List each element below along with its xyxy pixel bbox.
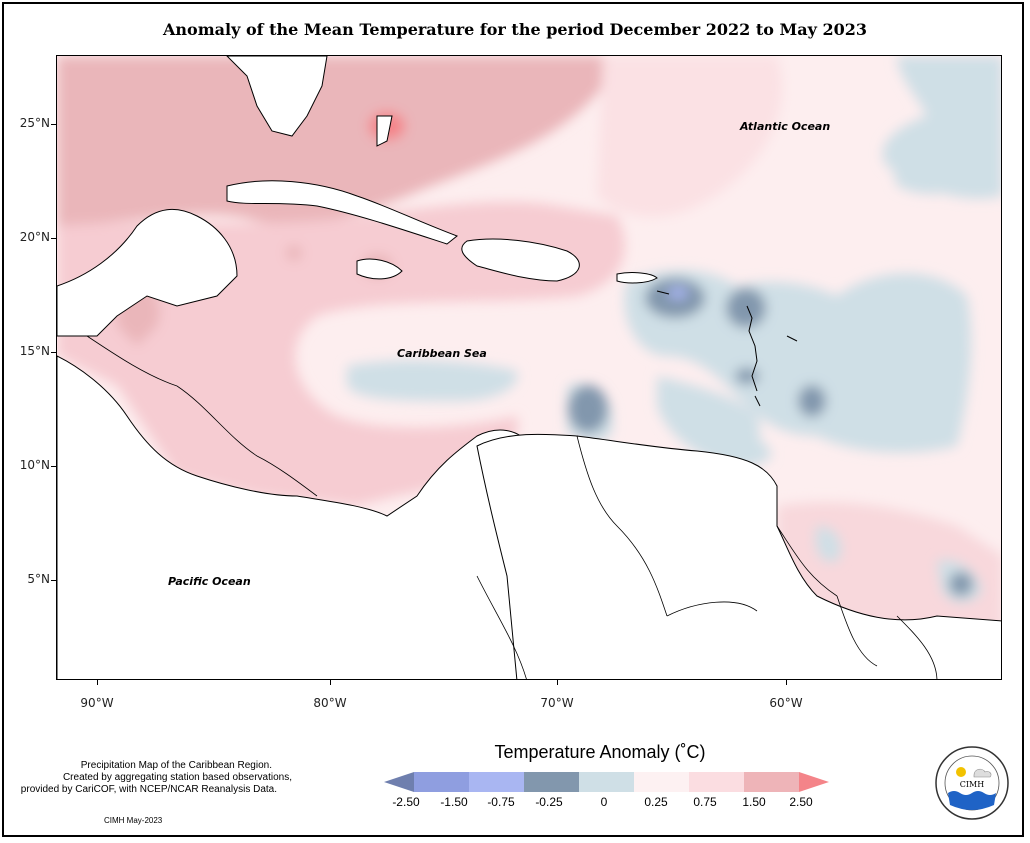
atlantic-ocean-label: Atlantic Ocean — [740, 120, 831, 133]
lat-label: 15°N — [19, 344, 50, 358]
yucatan-peninsula — [57, 208, 238, 337]
legend-cell — [799, 772, 829, 792]
country-borders — [86, 335, 938, 679]
lat-tickmark — [51, 238, 56, 239]
sun-icon — [956, 767, 966, 777]
hispaniola — [461, 238, 580, 282]
lon-tickmark — [786, 680, 787, 685]
lat-label: 25°N — [19, 116, 50, 130]
lat-label: 5°N — [27, 572, 50, 586]
legend-colorbar — [384, 772, 829, 792]
legend-cell — [634, 772, 689, 792]
legend-label: 0 — [600, 795, 608, 809]
waves-icon — [948, 791, 996, 810]
lat-label: 20°N — [19, 230, 50, 244]
legend-cells — [384, 772, 829, 792]
lon-tickmark — [557, 680, 558, 685]
legend-cell — [689, 772, 744, 792]
legend-label: 0.25 — [644, 795, 668, 809]
cuba — [226, 180, 458, 245]
legend-label: 1.50 — [742, 795, 766, 809]
legend-cell — [414, 772, 469, 792]
anomaly-map — [56, 55, 1002, 680]
legend-label: -1.50 — [440, 795, 468, 809]
lat-tickmark — [51, 352, 56, 353]
note-line-2: Created by aggregating station based obs… — [62, 772, 292, 783]
florida-peninsula — [226, 56, 328, 137]
lon-label: 80°W — [313, 696, 347, 710]
caribbean-sea-label: Caribbean Sea — [397, 347, 487, 360]
logo-text: CIMH — [960, 780, 984, 789]
jamaica — [356, 258, 403, 280]
cloud-icon — [973, 768, 992, 778]
puerto-rico — [616, 272, 658, 284]
lat-tickmark — [51, 466, 56, 467]
legend-label: -2.50 — [392, 795, 420, 809]
legend-cell — [384, 772, 414, 792]
map-canvas — [57, 56, 1001, 679]
credit-text: CIMH May-2023 — [104, 816, 163, 825]
pacific-ocean-label: Pacific Ocean — [168, 575, 251, 588]
note-line-1: Precipitation Map of the Caribbean Regio… — [80, 760, 272, 771]
legend-label: -0.25 — [535, 795, 563, 809]
note-line-3: provided by CariCOF, with NCEP/NCAR Rean… — [20, 784, 277, 795]
lon-label: 90°W — [80, 696, 114, 710]
legend-label: -0.75 — [487, 795, 515, 809]
legend-cell — [744, 772, 799, 792]
lon-tickmark — [330, 680, 331, 685]
bahamas — [376, 115, 393, 147]
legend-cell — [579, 772, 634, 792]
legend-cell — [469, 772, 524, 792]
lesser-antilles — [656, 290, 798, 407]
lat-tickmark — [51, 124, 56, 125]
legend-label: 2.50 — [789, 795, 813, 809]
land-masses — [57, 56, 1001, 679]
cimh-logo: CIMH — [935, 746, 1009, 820]
lon-label: 60°W — [769, 696, 803, 710]
lat-label: 10°N — [19, 458, 50, 472]
lon-label: 70°W — [540, 696, 574, 710]
legend-title: Temperature Anomaly (˚C) — [494, 742, 706, 762]
lon-tickmark — [97, 680, 98, 685]
legend-label: 0.75 — [693, 795, 717, 809]
legend-cell — [524, 772, 579, 792]
lat-tickmark — [51, 580, 56, 581]
map-title: Anomaly of the Mean Temperature for the … — [163, 20, 867, 39]
